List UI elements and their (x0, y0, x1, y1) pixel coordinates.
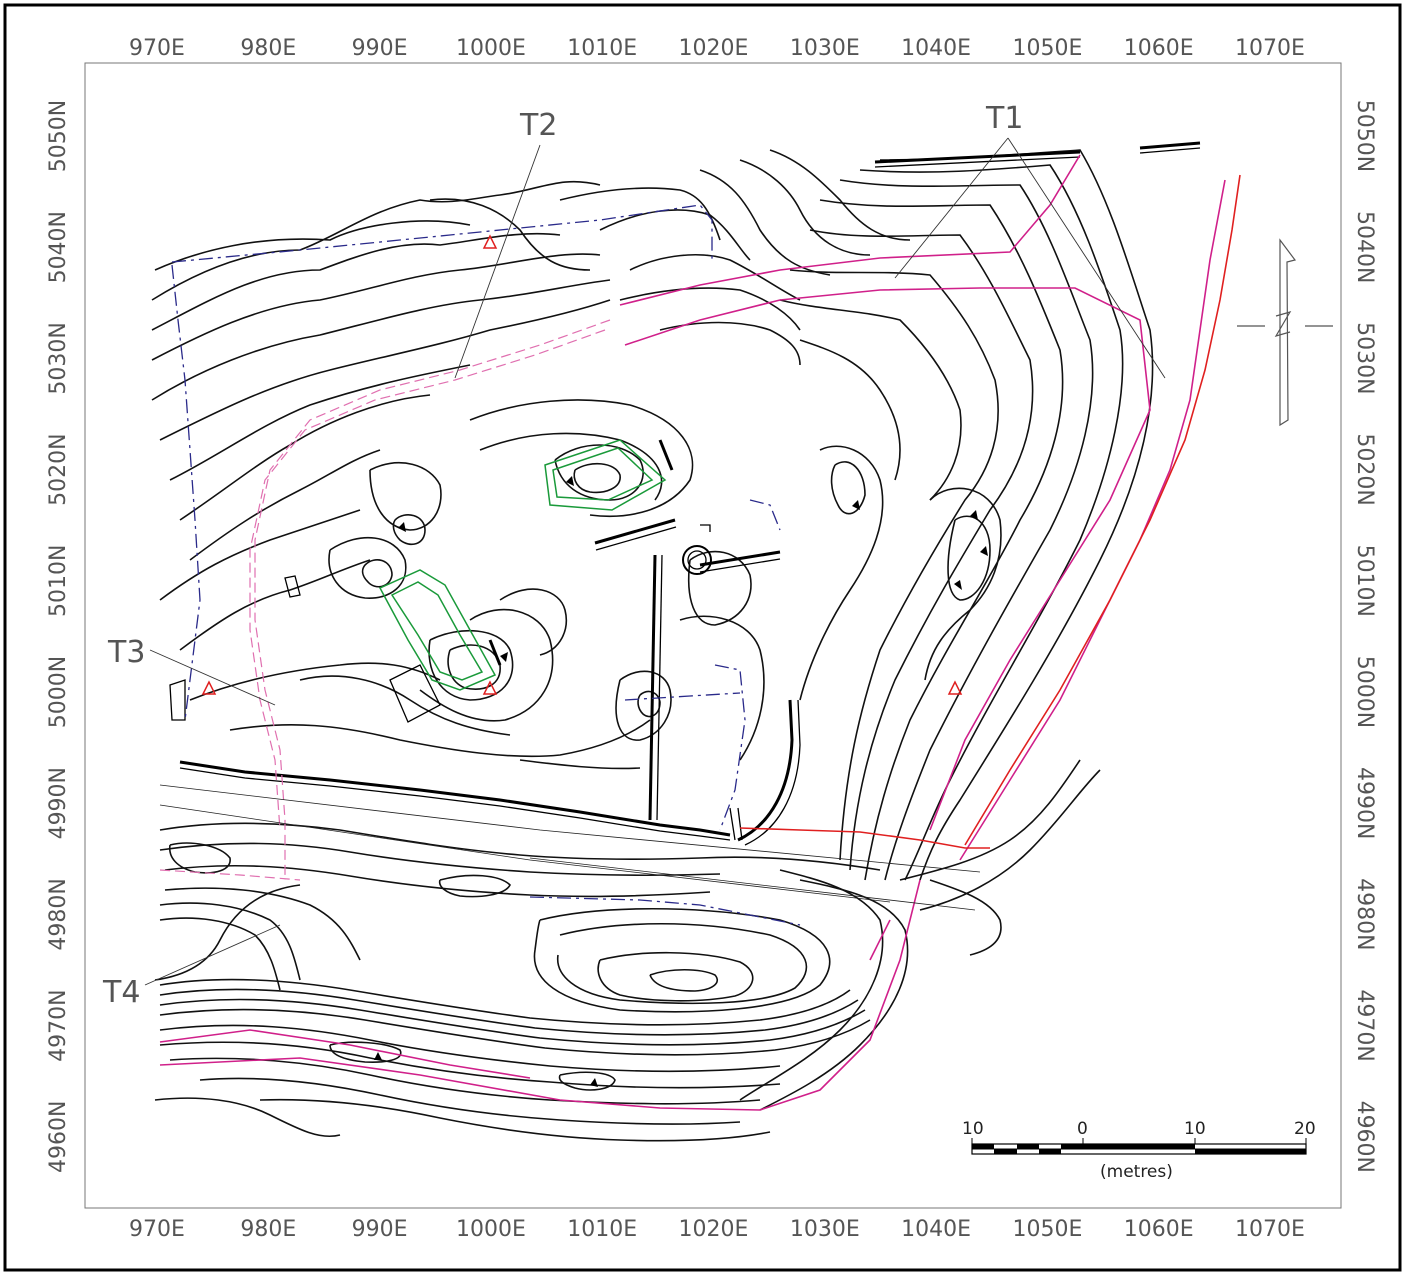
northing-label-right: 5040N (1352, 211, 1377, 283)
easting-label-bottom: 1020E (679, 1217, 749, 1242)
northing-label-left: 5000N (46, 656, 71, 728)
northing-label-left: 5040N (46, 211, 71, 283)
scale-tick-20: 20 (1294, 1119, 1316, 1139)
northing-label-right: 5010N (1352, 545, 1377, 617)
scale-tick-10-right: 10 (1184, 1119, 1206, 1139)
section-lines (159, 784, 981, 911)
easting-label-bottom: 1000E (456, 1217, 526, 1242)
easting-label-bottom: 1070E (1235, 1217, 1305, 1242)
northing-label-left: 5020N (46, 433, 71, 505)
easting-label-bottom: 1060E (1124, 1217, 1194, 1242)
easting-label-top: 1070E (1235, 36, 1305, 61)
boundary-dashdot (171, 204, 801, 926)
northing-label-right: 5020N (1352, 433, 1377, 505)
northing-label-right: 5030N (1352, 322, 1377, 394)
northing-labels-left: 5050N 5040N 5030N 5020N 5010N 5000N 4990N 4980N… (46, 100, 71, 1173)
excavation-outlines (378, 439, 667, 691)
northing-label-right: 5000N (1352, 656, 1377, 728)
easting-label-top: 1000E (456, 36, 526, 61)
easting-label-top: 980E (240, 36, 296, 61)
easting-label-top: 1030E (790, 36, 860, 61)
easting-label-bottom: 970E (129, 1217, 185, 1242)
easting-label-bottom: 1040E (901, 1217, 971, 1242)
easting-label-top: 990E (352, 36, 408, 61)
scale-unit: (metres) (1100, 1162, 1173, 1182)
northing-label-right: 5050N (1352, 100, 1377, 172)
easting-label-top: 1050E (1012, 36, 1082, 61)
easting-label-top: 970E (129, 36, 185, 61)
northing-label-right: 4990N (1352, 767, 1377, 839)
easting-label-top: 1020E (679, 36, 749, 61)
depression-marker-icon (374, 476, 988, 1087)
easting-label-top: 1010E (567, 36, 637, 61)
northing-label-right: 4980N (1352, 878, 1377, 950)
easting-label-bottom: 1050E (1012, 1217, 1082, 1242)
wall-structures (169, 141, 1201, 846)
scale-tick-10-left: 10 (962, 1119, 984, 1139)
trench-label-t2: T2 (519, 108, 557, 143)
easting-labels-bottom: 970E 980E 990E 1000E 1010E 1020E 1030E 1040E 105… (129, 1217, 1305, 1242)
map-frame (84, 62, 1342, 1209)
trench-leaders (144, 137, 1166, 986)
survey-datum-icon (201, 234, 963, 695)
easting-label-bottom: 990E (352, 1217, 408, 1242)
northing-labels-right: 5050N 5040N 5030N 5020N 5010N 5000N 4990N 4980N… (1352, 100, 1377, 1173)
red-lines (739, 174, 1241, 849)
easting-label-bottom: 980E (240, 1217, 296, 1242)
outer-border (3, 3, 1402, 1272)
northing-label-left: 5030N (46, 322, 71, 394)
scale-bar (971, 1138, 1307, 1155)
northing-label-right: 4970N (1352, 989, 1377, 1061)
magenta-lines (159, 154, 1226, 1111)
northing-label-left: 4980N (46, 878, 71, 950)
northing-label-left: 4970N (46, 989, 71, 1061)
easting-label-bottom: 1010E (567, 1217, 637, 1242)
easting-labels-top: 970E 980E 990E 1000E 1010E 1020E 1030E 1040E 105… (129, 36, 1305, 61)
easting-label-top: 1060E (1124, 36, 1194, 61)
easting-label-top: 1040E (901, 36, 971, 61)
northing-label-left: 4990N (46, 767, 71, 839)
trench-label-t3: T3 (107, 635, 145, 670)
scale-tick-0: 0 (1077, 1119, 1088, 1139)
northing-label-left: 5050N (46, 100, 71, 172)
northing-label-left: 4960N (46, 1101, 71, 1173)
easting-label-bottom: 1030E (790, 1217, 860, 1242)
trench-label-t1: T1 (985, 101, 1023, 136)
trench-label-t4: T4 (102, 975, 140, 1010)
northing-label-left: 5010N (46, 545, 71, 617)
boundary-pink-dashed (159, 319, 611, 881)
northing-label-right: 4960N (1352, 1101, 1377, 1173)
north-arrow-icon (1237, 238, 1333, 427)
